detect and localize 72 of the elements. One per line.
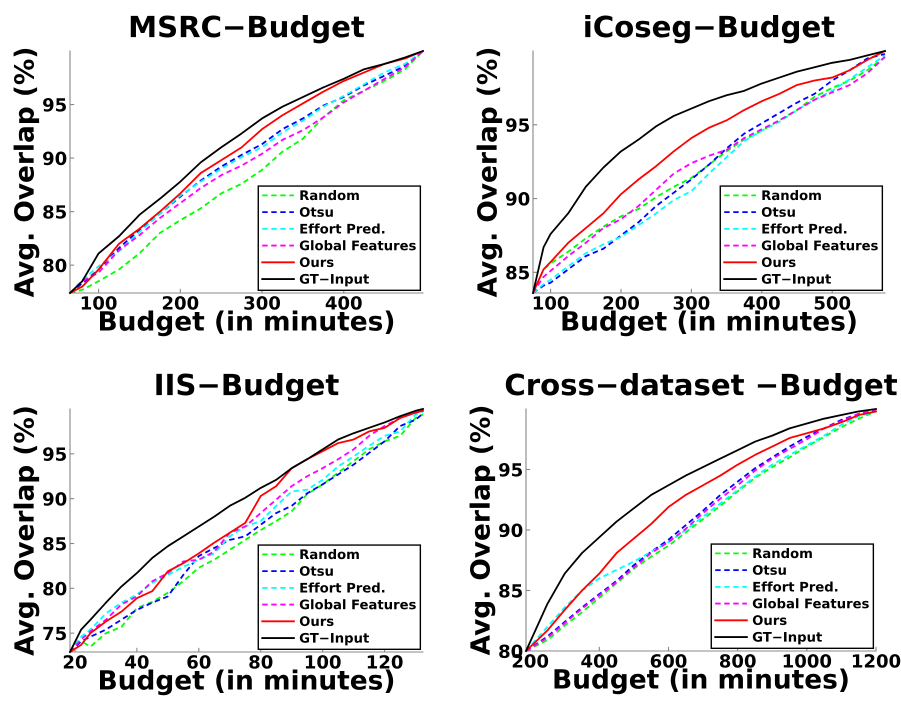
y-axis-title: Avg. Overlap (%)	[476, 48, 502, 298]
x-tick-label: 800	[720, 654, 756, 668]
x-tick-label: 80	[249, 655, 272, 669]
x-tick-label: 300	[244, 296, 280, 310]
y-tick-label: 85	[506, 266, 529, 280]
y-tick-label: 95	[43, 98, 66, 112]
y-tick-label: 90	[506, 192, 530, 206]
x-axis-title: Budget (in minutes)	[100, 310, 394, 336]
legend-label: Otsu	[762, 206, 795, 217]
x-axis-title: Budget (in minutes)	[100, 669, 394, 696]
x-tick-label: 100	[534, 296, 569, 310]
y-tick-label: 90	[43, 492, 66, 506]
x-axis-title: Budget (in minutes)	[562, 310, 856, 336]
x-tick-label: 400	[326, 296, 362, 310]
legend-label: Effort Pred.	[762, 223, 846, 234]
line-series	[69, 50, 424, 294]
chart-title: Cross−dataset −Budget	[506, 372, 897, 402]
legend-label: Random	[300, 190, 359, 200]
y-tick-label: 95	[43, 447, 66, 461]
y-tick-label: 80	[43, 582, 66, 596]
legend-label: Ours	[300, 257, 334, 268]
legend-label: Otsu	[300, 206, 333, 217]
legend-label: GT−Input	[300, 274, 369, 286]
legend-label: Otsu	[752, 564, 786, 575]
y-tick-label: 85	[43, 205, 66, 219]
x-tick-label: 100	[306, 655, 341, 669]
legend-label: GT−Input	[762, 274, 831, 286]
y-axis-title: Avg. Overlap (%)	[14, 48, 40, 298]
x-tick-label: 400	[581, 654, 618, 668]
y-axis-title: Avg. Overlap (%)	[470, 406, 496, 656]
x-tick-label: 400	[744, 296, 780, 310]
legend-label: Ours	[762, 257, 796, 268]
y-tick-label: 85	[43, 536, 66, 551]
x-tick-label: 60	[187, 655, 211, 669]
x-tick-label: 500	[814, 296, 850, 310]
legend-label: GT−Input	[752, 632, 822, 644]
x-tick-label: 200	[162, 296, 198, 310]
legend-label: Random	[762, 190, 821, 200]
legend-label: Random	[753, 548, 812, 558]
y-tick-label: 80	[43, 258, 66, 272]
x-tick-label: 200	[604, 296, 639, 310]
chart-title: MSRC−Budget	[130, 14, 364, 44]
x-tick-label: 40	[125, 655, 149, 669]
x-tick-label: 1000	[784, 654, 832, 668]
legend-label: Global Features	[752, 598, 869, 608]
x-tick-label: 1200	[852, 654, 900, 668]
x-tick-label: 600	[650, 654, 686, 668]
legend-label: Global Features	[300, 240, 416, 250]
legend-label: Random	[300, 548, 359, 560]
x-tick-label: 20	[64, 655, 87, 669]
y-tick-label: 95	[499, 462, 522, 477]
chart-title: IIS−Budget	[156, 372, 339, 402]
legend-label: Effort Pred.	[753, 581, 838, 592]
x-tick-label: 300	[674, 296, 710, 310]
legend-label: Effort Pred.	[300, 223, 384, 234]
legend-label: Ours	[752, 615, 787, 626]
legend-label: Global Features	[762, 240, 878, 250]
legend-label: Ours	[300, 616, 334, 626]
y-tick-label: 95	[506, 118, 529, 132]
x-axis-title: Budget (in minutes)	[554, 668, 848, 694]
y-tick-label: 90	[43, 152, 66, 166]
legend-label: Otsu	[300, 566, 333, 576]
x-tick-label: 100	[82, 296, 117, 310]
y-tick-label: 90	[499, 523, 522, 538]
x-tick-label: 120	[368, 655, 403, 669]
chart-title: iCoseg−Budget	[585, 14, 835, 44]
legend-label: Effort Pred.	[300, 582, 384, 593]
legend-label: Global Features	[300, 599, 416, 610]
y-tick-label: 75	[43, 626, 66, 640]
legend-label: GT−Input	[300, 632, 369, 646]
y-tick-label: 85	[499, 584, 522, 598]
y-axis-title: Avg. Overlap (%)	[14, 407, 40, 656]
